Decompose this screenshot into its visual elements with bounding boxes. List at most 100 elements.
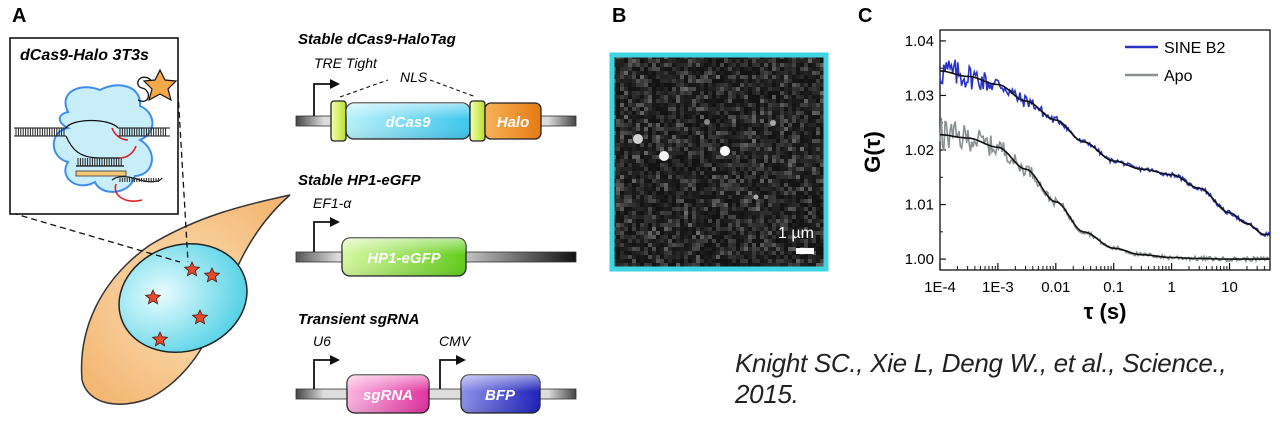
noise-pixel — [688, 95, 692, 99]
noise-pixel — [712, 127, 716, 131]
noise-pixel — [804, 235, 808, 239]
noise-pixel — [680, 199, 684, 203]
noise-pixel — [708, 255, 712, 259]
noise-pixel — [788, 163, 792, 167]
noise-pixel — [780, 183, 784, 187]
noise-pixel — [616, 163, 620, 167]
noise-pixel — [724, 183, 728, 187]
noise-pixel — [808, 215, 812, 219]
noise-pixel — [736, 83, 740, 87]
noise-pixel — [712, 143, 716, 147]
noise-pixel — [772, 103, 776, 107]
noise-pixel — [752, 199, 756, 203]
noise-pixel — [780, 171, 784, 175]
noise-pixel — [784, 139, 788, 143]
noise-pixel — [728, 99, 732, 103]
noise-pixel — [752, 143, 756, 147]
noise-pixel — [800, 263, 804, 267]
y-axis-label: G(τ) — [860, 131, 885, 173]
noise-pixel — [692, 251, 696, 255]
noise-pixel — [780, 251, 784, 255]
nls-box-left — [330, 100, 347, 142]
noise-pixel — [736, 215, 740, 219]
noise-pixel — [776, 159, 780, 163]
noise-pixel — [684, 171, 688, 175]
noise-pixel — [804, 219, 808, 223]
noise-pixel — [680, 203, 684, 207]
noise-pixel — [752, 251, 756, 255]
inset-title: dCas9-Halo 3T3s — [20, 47, 149, 64]
noise-pixel — [732, 251, 736, 255]
noise-pixel — [776, 263, 780, 267]
noise-pixel — [664, 143, 668, 147]
noise-pixel — [776, 235, 780, 239]
noise-pixel — [816, 111, 820, 115]
noise-pixel — [800, 111, 804, 115]
noise-pixel — [820, 95, 824, 99]
noise-pixel — [660, 91, 664, 95]
noise-pixel — [716, 83, 720, 87]
noise-pixel — [736, 211, 740, 215]
noise-pixel — [700, 95, 704, 99]
noise-pixel — [728, 143, 732, 147]
noise-pixel — [624, 227, 628, 231]
noise-pixel — [796, 107, 800, 111]
noise-pixel — [768, 59, 772, 63]
noise-pixel — [772, 211, 776, 215]
noise-pixel — [752, 247, 756, 251]
noise-pixel — [776, 127, 780, 131]
noise-pixel — [804, 79, 808, 83]
noise-pixel — [720, 111, 724, 115]
noise-pixel — [672, 223, 676, 227]
noise-pixel — [620, 111, 624, 115]
noise-pixel — [652, 203, 656, 207]
noise-pixel — [784, 147, 788, 151]
noise-pixel — [820, 199, 824, 203]
noise-pixel — [676, 59, 680, 63]
noise-pixel — [668, 243, 672, 247]
noise-pixel — [660, 59, 664, 63]
noise-pixel — [728, 255, 732, 259]
noise-pixel — [744, 211, 748, 215]
noise-pixel — [668, 115, 672, 119]
hp1-egfp-box-label: HP1-eGFP — [367, 250, 441, 267]
noise-pixel — [768, 259, 772, 263]
noise-pixel — [692, 99, 696, 103]
noise-pixel — [800, 215, 804, 219]
noise-pixel — [644, 83, 648, 87]
noise-pixel — [724, 263, 728, 267]
noise-pixel — [688, 143, 692, 147]
noise-pixel — [788, 191, 792, 195]
noise-pixel — [772, 199, 776, 203]
noise-pixel — [744, 195, 748, 199]
noise-pixel — [688, 103, 692, 107]
noise-pixel — [620, 239, 624, 243]
noise-pixel — [688, 107, 692, 111]
noise-pixel — [616, 143, 620, 147]
noise-pixel — [632, 79, 636, 83]
noise-pixel — [624, 111, 628, 115]
noise-pixel — [788, 215, 792, 219]
noise-pixel — [664, 87, 668, 91]
noise-pixel — [804, 127, 808, 131]
noise-pixel — [684, 175, 688, 179]
noise-pixel — [692, 139, 696, 143]
noise-pixel — [708, 199, 712, 203]
noise-pixel — [752, 151, 756, 155]
noise-pixel — [656, 263, 660, 267]
noise-pixel — [808, 195, 812, 199]
noise-pixel — [740, 199, 744, 203]
noise-pixel — [728, 203, 732, 207]
noise-pixel — [680, 207, 684, 211]
noise-pixel — [660, 99, 664, 103]
noise-pixel — [668, 207, 672, 211]
noise-pixel — [784, 127, 788, 131]
noise-pixel — [808, 151, 812, 155]
noise-pixel — [628, 203, 632, 207]
noise-pixel — [672, 131, 676, 135]
noise-pixel — [652, 115, 656, 119]
noise-pixel — [736, 119, 740, 123]
noise-pixel — [696, 207, 700, 211]
noise-pixel — [804, 231, 808, 235]
image-border — [609, 52, 829, 272]
